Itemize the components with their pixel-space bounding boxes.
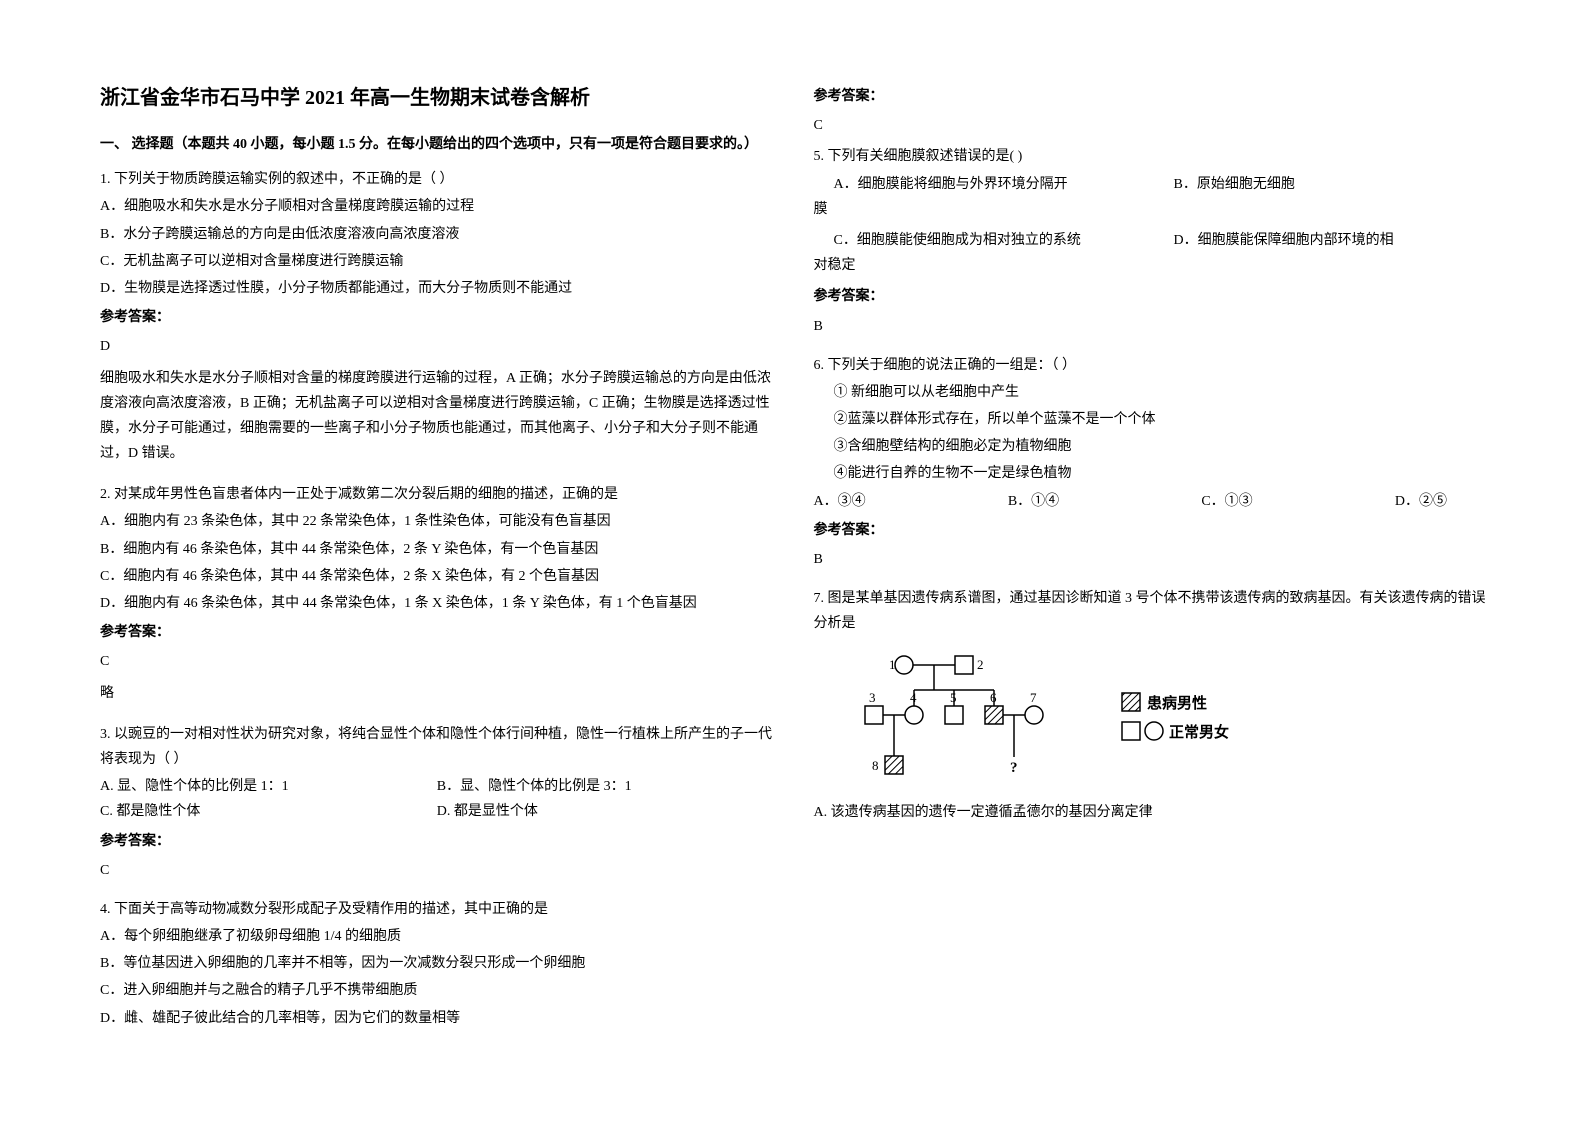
- label-1: 1: [889, 657, 896, 672]
- label-5: 5: [950, 690, 957, 705]
- question-2: 2. 对某成年男性色盲患者体内一正处于减数第二次分裂后期的细胞的描述，正确的是 …: [100, 482, 774, 714]
- q3-options-row2: C. 都是隐性个体 D. 都是显性个体: [100, 799, 774, 824]
- q1-opt-a: A．细胞吸水和失水是水分子顺相对含量梯度跨膜运输的过程: [100, 194, 774, 219]
- q6-opt-a: A．③④: [814, 489, 866, 514]
- q7-opt-a: A. 该遗传病基因的遗传一定遵循孟德尔的基因分离定律: [814, 800, 1488, 825]
- question-4: 4. 下面关于高等动物减数分裂形成配子及受精作用的描述，其中正确的是 A．每个卵…: [100, 897, 774, 1033]
- q3-opt-c: C. 都是隐性个体: [100, 804, 200, 819]
- label-6: 6: [990, 690, 997, 705]
- q5-opt-b2: 膜: [814, 197, 1488, 222]
- legend-normal-circle-icon: [1145, 722, 1163, 740]
- person-7-circle: [1025, 706, 1043, 724]
- q3-opt-b: B．显、隐性个体的比例是 3：1: [437, 779, 632, 794]
- legend-normal-label: 正常男女: [1169, 723, 1229, 741]
- answer-label: 参考答案：: [814, 518, 1488, 543]
- q2-explanation: 略: [100, 681, 774, 706]
- label-q: ?: [1010, 760, 1018, 776]
- q2-opt-a: A．细胞内有 23 条染色体，其中 22 条常染色体，1 条性染色体，可能没有色…: [100, 509, 774, 534]
- q4-answer: C: [814, 113, 1488, 138]
- person-3-square: [865, 706, 883, 724]
- question-5: 5. 下列有关细胞膜叙述错误的是( ) A．细胞膜能将细胞与外界环境分隔开 B．…: [814, 144, 1488, 344]
- answer-label: 参考答案：: [100, 829, 774, 854]
- question-3: 3. 以豌豆的一对相对性状为研究对象，将纯合显性个体和隐性个体行间种植，隐性一行…: [100, 722, 774, 889]
- q6-o3: ③含细胞壁结构的细胞必定为植物细胞: [814, 434, 1488, 459]
- question-6: 6. 下列关于细胞的说法正确的一组是：（ ） ① 新细胞可以从老细胞中产生 ②蓝…: [814, 353, 1488, 579]
- q3-opt-d: D. 都是显性个体: [437, 804, 538, 819]
- q5-answer: B: [814, 314, 1488, 339]
- q1-opt-c: C．无机盐离子可以逆相对含量梯度进行跨膜运输: [100, 249, 774, 274]
- q2-stem: 2. 对某成年男性色盲患者体内一正处于减数第二次分裂后期的细胞的描述，正确的是: [100, 482, 774, 507]
- q6-opt-b: B．①④: [1008, 489, 1059, 514]
- q4-opt-c: C．进入卵细胞并与之融合的精子几乎不携带细胞质: [100, 978, 774, 1003]
- person-8-square: [885, 756, 903, 774]
- answer-label: 参考答案：: [814, 284, 1488, 309]
- legend-affected-icon: [1122, 693, 1140, 711]
- q2-opt-d: D．细胞内有 46 条染色体，其中 44 条常染色体，1 条 X 染色体，1 条…: [100, 591, 774, 616]
- answer-label: 参考答案：: [814, 84, 1488, 109]
- left-column: 浙江省金华市石马中学 2021 年高一生物期末试卷含解析 一、 选择题（本题共 …: [100, 80, 774, 1082]
- q4-stem: 4. 下面关于高等动物减数分裂形成配子及受精作用的描述，其中正确的是: [100, 897, 774, 922]
- person-4-circle: [905, 706, 923, 724]
- q2-opt-c: C．细胞内有 46 条染色体，其中 44 条常染色体，2 条 X 染色体，有 2…: [100, 564, 774, 589]
- q6-o1: ① 新细胞可以从老细胞中产生: [814, 380, 1488, 405]
- q2-answer: C: [100, 649, 774, 674]
- legend-normal-square-icon: [1122, 722, 1140, 740]
- right-column: 参考答案： C 5. 下列有关细胞膜叙述错误的是( ) A．细胞膜能将细胞与外界…: [814, 80, 1488, 1082]
- q1-opt-d: D．生物膜是选择透过性膜，小分子物质都能通过，而大分子物质则不能通过: [100, 276, 774, 301]
- q5-stem: 5. 下列有关细胞膜叙述错误的是( ): [814, 144, 1488, 169]
- question-7: 7. 图是某单基因遗传病系谱图，通过基因诊断知道 3 号个体不携带该遗传病的致病…: [814, 586, 1488, 827]
- person-5-square: [945, 706, 963, 724]
- answer-label: 参考答案：: [100, 305, 774, 330]
- q6-answer: B: [814, 547, 1488, 572]
- label-4: 4: [910, 690, 917, 705]
- person-6-square: [985, 706, 1003, 724]
- question-1: 1. 下列关于物质跨膜运输实例的叙述中，不正确的是（ ） A．细胞吸水和失水是水…: [100, 167, 774, 474]
- q4-opt-a: A．每个卵细胞继承了初级卵母细胞 1/4 的细胞质: [100, 924, 774, 949]
- section-header: 一、 选择题（本题共 40 小题，每小题 1.5 分。在每小题给出的四个选项中，…: [100, 132, 774, 157]
- label-3: 3: [869, 690, 876, 705]
- q6-stem: 6. 下列关于细胞的说法正确的一组是：（ ）: [814, 353, 1488, 378]
- answer-label: 参考答案：: [100, 620, 774, 645]
- q2-opt-b: B．细胞内有 46 条染色体，其中 44 条常染色体，2 条 Y 染色体，有一个…: [100, 537, 774, 562]
- q6-options: A．③④ B．①④ C．①③ D．②⑤: [814, 489, 1488, 514]
- q1-answer: D: [100, 334, 774, 359]
- label-7: 7: [1030, 690, 1037, 705]
- label-8: 8: [872, 758, 879, 773]
- q5-opt-d: D．细胞膜能保障细胞内部环境的相: [1174, 228, 1394, 253]
- q5-opt-d2: 对稳定: [814, 253, 1488, 278]
- q5-opt-b: B．原始细胞无细胞: [1174, 172, 1295, 197]
- q4-opt-b: B．等位基因进入卵细胞的几率并不相等，因为一次减数分裂只形成一个卵细胞: [100, 951, 774, 976]
- label-2: 2: [977, 657, 984, 672]
- q6-o2: ②蓝藻以群体形式存在，所以单个蓝藻不是一个个体: [814, 407, 1488, 432]
- pedigree-diagram: 1 2 3 4 5 6 7: [854, 645, 1254, 785]
- q7-stem: 7. 图是某单基因遗传病系谱图，通过基因诊断知道 3 号个体不携带该遗传病的致病…: [814, 586, 1488, 636]
- q4-opt-d: D．雌、雄配子彼此结合的几率相等，因为它们的数量相等: [100, 1006, 774, 1031]
- q3-answer: C: [100, 858, 774, 883]
- person-2-square: [955, 656, 973, 674]
- q1-opt-b: B．水分子跨膜运输总的方向是由低浓度溶液向高浓度溶液: [100, 222, 774, 247]
- q6-opt-d: D．②⑤: [1395, 489, 1447, 514]
- q3-options-row1: A. 显、隐性个体的比例是 1：1 B．显、隐性个体的比例是 3：1: [100, 774, 774, 799]
- q6-o4: ④能进行自养的生物不一定是绿色植物: [814, 461, 1488, 486]
- person-1-circle: [895, 656, 913, 674]
- q1-stem: 1. 下列关于物质跨膜运输实例的叙述中，不正确的是（ ）: [100, 167, 774, 192]
- q5-opt-a: A．细胞膜能将细胞与外界环境分隔开: [814, 172, 1174, 197]
- q5-opt-c: C．细胞膜能使细胞成为相对独立的系统: [814, 228, 1174, 253]
- q6-opt-c: C．①③: [1201, 489, 1252, 514]
- q3-opt-a: A. 显、隐性个体的比例是 1：1: [100, 779, 289, 794]
- q1-explanation: 细胞吸水和失水是水分子顺相对含量的梯度跨膜进行运输的过程，A 正确；水分子跨膜运…: [100, 366, 774, 467]
- legend-affected-label: 患病男性: [1147, 694, 1207, 712]
- page-title: 浙江省金华市石马中学 2021 年高一生物期末试卷含解析: [100, 80, 774, 116]
- q3-stem: 3. 以豌豆的一对相对性状为研究对象，将纯合显性个体和隐性个体行间种植，隐性一行…: [100, 722, 774, 772]
